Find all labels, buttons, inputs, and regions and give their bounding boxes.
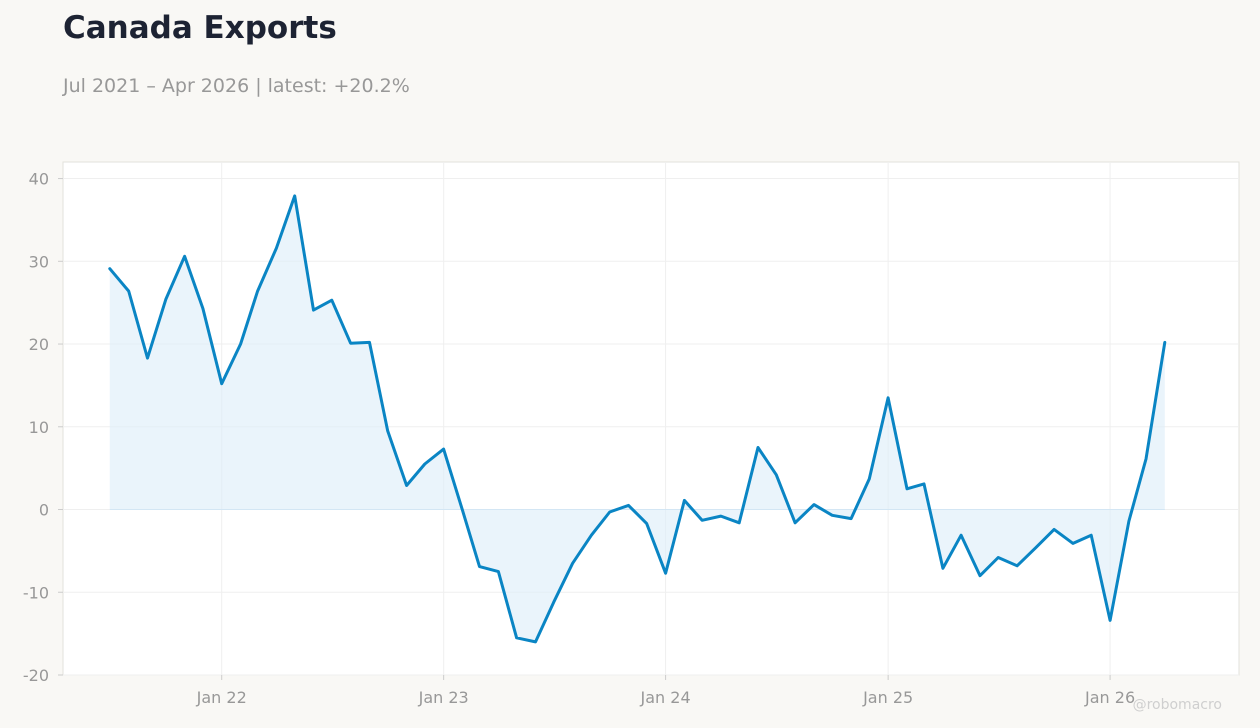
y-tick-label: 20 xyxy=(29,335,49,354)
y-tick-label: 40 xyxy=(29,170,49,189)
y-tick-label: 30 xyxy=(29,252,49,271)
y-axis: 40 30 20 10 0 -10 -20 xyxy=(23,170,63,685)
watermark: @robomacro xyxy=(1132,697,1222,713)
y-tick-label: 10 xyxy=(29,418,49,437)
x-tick-label: Jan 26 xyxy=(1084,688,1135,707)
x-axis: Jan 22 Jan 23 Jan 24 Jan 25 Jan 26 xyxy=(196,675,1135,707)
y-tick-label: -10 xyxy=(23,583,49,602)
x-tick-label: Jan 25 xyxy=(862,688,913,707)
chart-subtitle: Jul 2021 – Apr 2026 | latest: +20.2% xyxy=(63,75,410,97)
y-tick-label: -20 xyxy=(23,666,49,685)
x-tick-label: Jan 22 xyxy=(196,688,247,707)
series-line xyxy=(108,194,1167,644)
x-tick-label: Jan 23 xyxy=(418,688,469,707)
area-fill xyxy=(109,195,1165,642)
x-tick-label: Jan 24 xyxy=(640,688,691,707)
y-tick-label: 0 xyxy=(39,501,49,520)
chart-title: Canada Exports xyxy=(63,10,337,46)
